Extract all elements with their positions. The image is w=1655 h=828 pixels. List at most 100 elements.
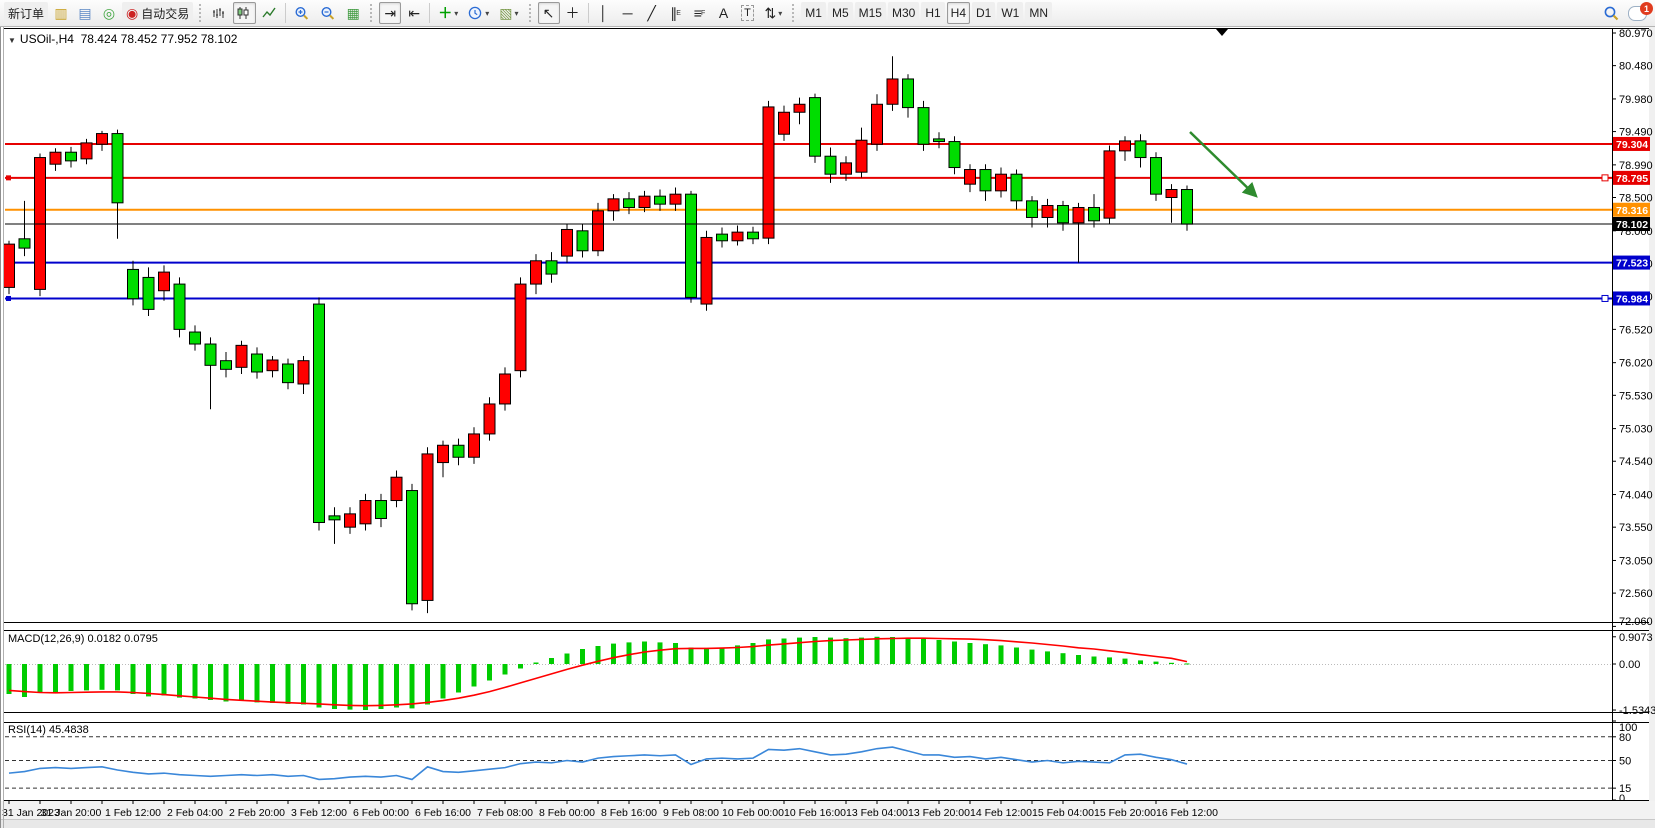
data-window-icon[interactable]: ▤ [78,5,92,21]
time-label: 13 Feb 04:00 [846,807,908,819]
candle [96,133,108,145]
timeframe-mn[interactable]: MN [1025,2,1053,24]
candle [623,198,635,208]
svg-text:80: 80 [1619,732,1631,744]
auto-scroll-icon[interactable]: ⇥ [379,2,402,24]
rsi-indicator-label: RSI(14) 45.4838 [8,724,89,736]
candle [1181,189,1193,225]
chart-title: ▼ USOil-,H4 78.424 78.452 77.952 78.102 [8,32,237,46]
trendline-tool[interactable]: ╱ [647,5,656,21]
channel-tool[interactable]: ∥ E [670,5,681,21]
candle [406,490,418,605]
arrows-tool[interactable]: ⇅ ▾ [764,5,783,21]
candle [886,78,899,105]
candle [235,344,248,368]
candle [933,138,945,143]
candle [530,260,542,285]
candle [855,139,868,173]
add-indicator-button[interactable]: ＋ ▾ [434,2,462,24]
tile-windows-icon[interactable]: ▦ [346,5,360,21]
candle [173,283,186,330]
candle [824,155,837,175]
template-icon: ▧ [499,5,513,21]
candle [49,151,62,165]
candle [34,157,46,290]
chevron-down-icon: ▾ [485,8,490,18]
clock-icon [469,6,482,19]
timeframe-h4[interactable]: H4 [946,2,970,24]
candle [638,195,651,208]
candle [251,353,263,373]
time-label: 15 Feb 20:00 [1094,807,1156,819]
chart-svg: 80.97080.48079.98079.49078.99078.50078.0… [0,27,1655,828]
timeframe-toolbar: M1 M5 M15 M30 H1 H4 D1 W1 MN [800,2,1053,24]
crosshair-tool[interactable]: ＋ [565,5,580,21]
candle [80,142,93,160]
candle [778,111,790,135]
chevron-down-icon: ▾ [778,8,783,18]
candle [716,233,728,242]
candle [127,268,139,300]
fibonacci-tool[interactable]: ≡ F [693,5,706,21]
bar-chart-icon[interactable] [208,2,231,24]
timeframe-m5[interactable]: M5 [827,2,853,24]
time-label: 6 Feb 16:00 [415,807,471,819]
candle [1088,206,1100,222]
candle [1057,204,1069,224]
candle [840,162,852,175]
candle [111,133,124,204]
candle [390,476,403,502]
candle [561,228,573,257]
text-label-tool[interactable]: T [737,2,759,24]
timeframe-w1[interactable]: W1 [997,2,1024,24]
cursor-tool[interactable]: ↖ [537,2,560,24]
timeframe-d1[interactable]: D1 [972,2,996,24]
timeframe-h1[interactable]: H1 [921,2,945,24]
candle [607,198,620,212]
zoom-in-icon[interactable] [290,2,314,24]
new-order-button[interactable]: 新订单 [4,2,49,24]
timeframe-m15[interactable]: M15 [854,2,886,24]
search-icon[interactable] [1603,5,1620,22]
line-chart-icon[interactable] [258,2,281,24]
periods-button[interactable]: ▾ [464,2,493,24]
time-label: 8 Feb 00:00 [539,807,595,819]
candle [685,193,697,298]
templates-button[interactable]: ▧ ▾ [495,2,522,24]
chart-canvas[interactable]: 80.970 80.480 79.980 79.490 78.990 78.500 78.0… [0,27,1655,828]
market-watch-icon[interactable]: ▥ [54,5,68,21]
chart-shift-icon[interactable]: ⇤ [408,5,421,21]
candle [328,515,341,521]
svg-text:-1.5343: -1.5343 [1619,705,1655,717]
navigator-icon[interactable]: ◎ [102,5,116,21]
auto-trading-button[interactable]: ◉ 自动交易 [122,2,194,24]
price-tags: 79.304 78.795 78.316 77.523 76.984 78.102 [1613,136,1650,306]
candle [545,260,558,275]
candle [375,500,387,520]
svg-text:78.500: 78.500 [1619,193,1653,205]
vertical-line-tool[interactable]: │ [599,5,608,21]
timeframe-m1[interactable]: M1 [801,2,826,24]
notifications-icon[interactable]: 1 [1628,2,1653,21]
svg-text:0: 0 [1619,793,1625,805]
timeframe-m30[interactable]: M30 [887,2,920,24]
candle [809,97,821,157]
one-click-trading-arrow-icon[interactable]: ▼ [8,36,16,45]
notification-badge: 1 [1640,2,1653,15]
svg-text:78.990: 78.990 [1619,160,1653,172]
candle [731,231,744,242]
svg-text:0.00: 0.00 [1619,659,1640,671]
svg-text:73.050: 73.050 [1619,555,1653,567]
time-label: 13 Feb 20:00 [908,807,970,819]
chevron-down-icon: ▾ [514,8,519,18]
candle [3,243,15,288]
horizontal-line-tool[interactable]: ─ [622,5,633,21]
time-label: 10 Feb 00:00 [722,807,784,819]
text-tool[interactable]: A [718,5,729,21]
candle [995,173,1007,192]
candlestick-chart-icon[interactable] [233,2,257,24]
zoom-out-icon[interactable] [316,2,340,24]
svg-text:76.020: 76.020 [1619,358,1653,370]
